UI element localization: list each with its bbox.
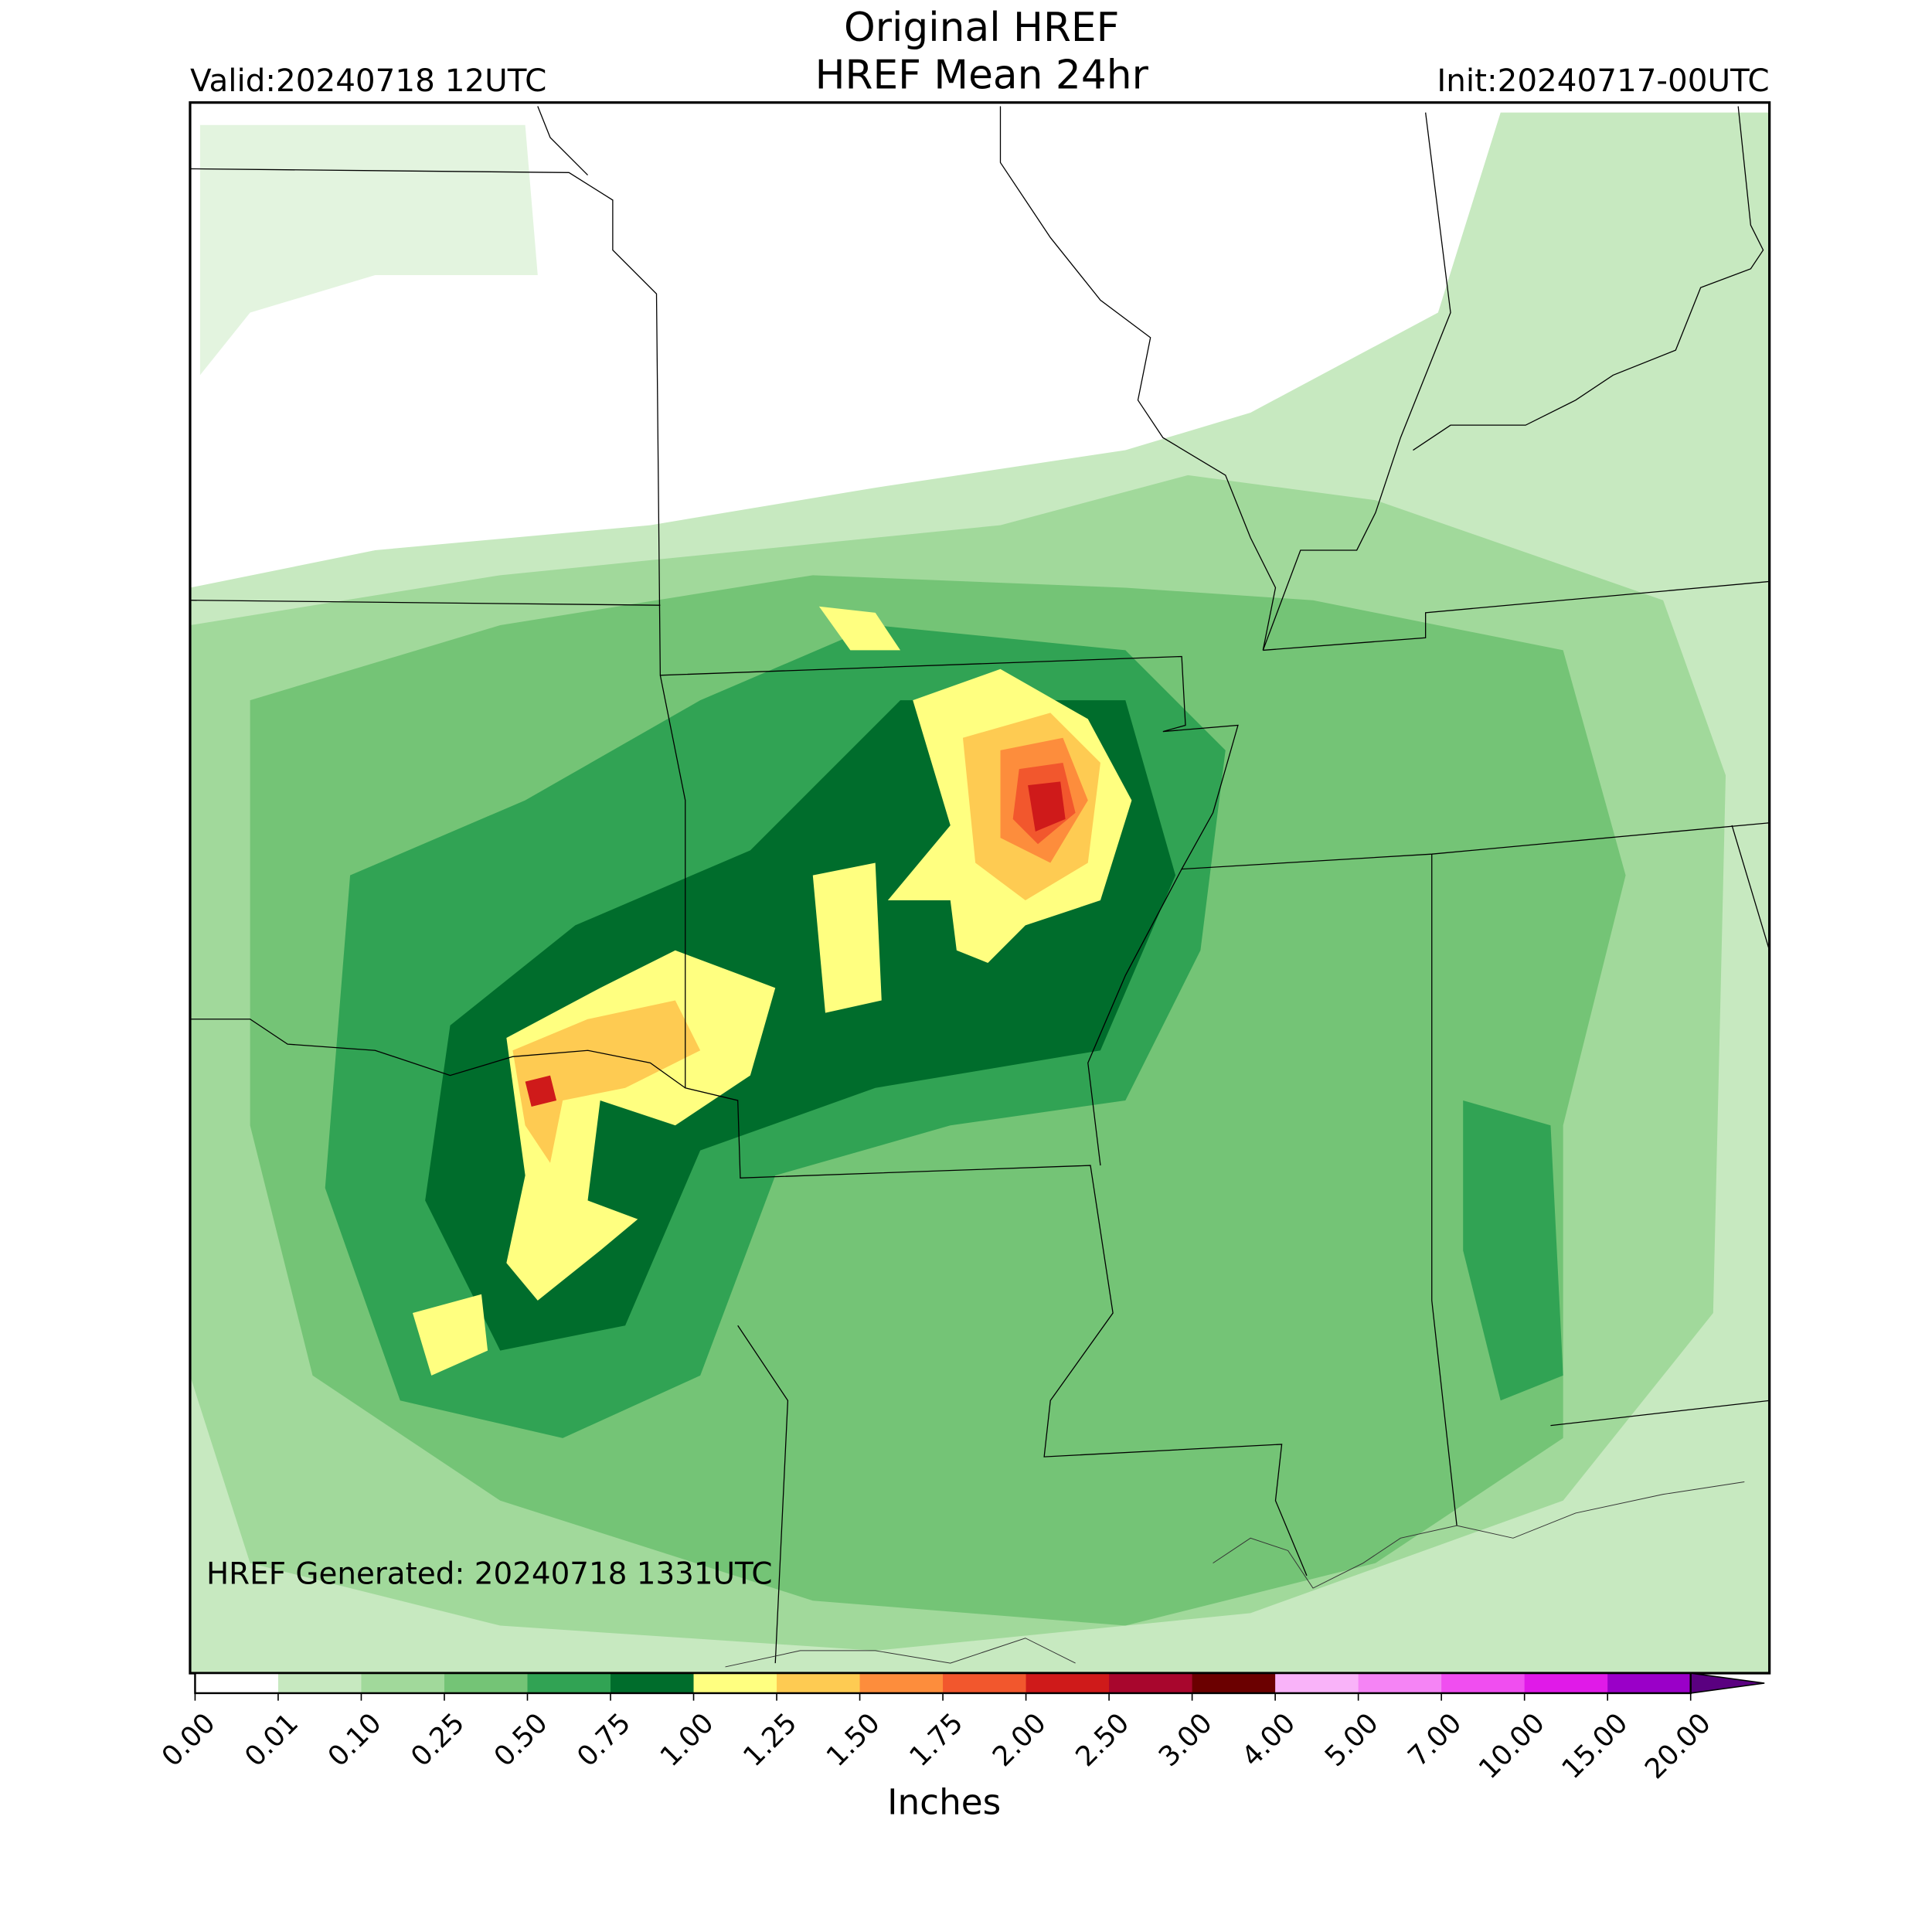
- colorbar-label: Inches: [887, 1781, 1001, 1822]
- colorbar-tick-label: 0.01: [239, 1707, 304, 1773]
- border: [537, 106, 588, 175]
- colorbar: 0.00 0.01 0.10 0.25 0.50 0.75 1.00 1.25 1.50 1.75…: [156, 1672, 1765, 1785]
- precip-area: [1028, 781, 1066, 832]
- colorbar-segment: [859, 1673, 944, 1693]
- colorbar-segment: [1026, 1673, 1110, 1693]
- border: [1431, 854, 1458, 1526]
- generated-note: HREF Generated: 20240718 1331UTC: [206, 1556, 773, 1591]
- colorbar-tick-label: 0.25: [405, 1707, 471, 1773]
- border: [659, 675, 1308, 1577]
- precip-field: [189, 112, 1770, 1674]
- title: Original HREF: [844, 5, 1119, 51]
- border: [737, 1325, 789, 1664]
- state-borders: [189, 106, 1770, 1668]
- precip-area: [412, 1294, 488, 1376]
- colorbar-tick-label: 15.00: [1556, 1707, 1634, 1785]
- colorbar-segment: [1109, 1673, 1193, 1693]
- colorbar-segment: [1275, 1673, 1359, 1693]
- colorbar-segment: [1358, 1673, 1442, 1693]
- border: [1263, 580, 1770, 651]
- colorbar-segment: [361, 1673, 445, 1693]
- colorbar-tick-label: 1.75: [903, 1707, 969, 1773]
- colorbar-tick-label: 2.00: [987, 1707, 1053, 1773]
- precip-area: [525, 1075, 557, 1107]
- colorbar-tick-label: 0.50: [488, 1707, 554, 1773]
- colorbar-tick-label: 2.50: [1070, 1707, 1135, 1773]
- colorbar-tick-label: 0.00: [156, 1707, 222, 1773]
- colorbar-tick-label: 1.50: [821, 1707, 886, 1773]
- colorbar-segment: [943, 1673, 1027, 1693]
- precip-area: [812, 862, 882, 1013]
- colorbar-segment: [444, 1673, 528, 1693]
- colorbar-tick-label: 10.00: [1473, 1707, 1551, 1785]
- border: [1731, 825, 1770, 951]
- colorbar-segment: [195, 1673, 279, 1693]
- colorbar-segment: [693, 1673, 777, 1693]
- init-time: Init:20240717-00UTC: [1437, 62, 1769, 99]
- precip-area: [512, 1000, 701, 1163]
- border: [189, 600, 661, 606]
- border: [1413, 106, 1764, 451]
- colorbar-tick-label: 0.75: [571, 1707, 637, 1773]
- colorbar-tick-label: 3.00: [1153, 1707, 1219, 1773]
- border: [189, 168, 1770, 870]
- colorbar-segment: [611, 1673, 695, 1693]
- colorbar-segment: [1441, 1673, 1526, 1693]
- valid-time: Valid:20240718 12UTC: [190, 62, 546, 99]
- colorbar-segment: [1192, 1673, 1276, 1693]
- border: [1550, 1400, 1770, 1427]
- border: [189, 1019, 686, 1089]
- colorbar-tick-label: 5.00: [1319, 1707, 1385, 1773]
- border: [1087, 869, 1182, 1166]
- coastline: [725, 1481, 1745, 1668]
- colorbar-segment: [1524, 1673, 1608, 1693]
- precip-area: [818, 606, 901, 651]
- colorbar-extension: [1689, 1672, 1765, 1694]
- border: [1262, 112, 1451, 651]
- precip-area: [1463, 1100, 1563, 1401]
- precip-area: [199, 124, 538, 376]
- subtitle: HREF Mean 24hr: [815, 52, 1149, 98]
- colorbar-tick-label: 7.00: [1402, 1707, 1468, 1773]
- colorbar-segment: [1607, 1673, 1692, 1693]
- colorbar-segment: [277, 1673, 362, 1693]
- colorbar-segment: [527, 1673, 611, 1693]
- colorbar-segment: [777, 1673, 861, 1693]
- colorbar-tick-label: 4.00: [1236, 1707, 1301, 1773]
- colorbar-tick-label: 1.00: [655, 1707, 720, 1773]
- border: [999, 106, 1277, 651]
- colorbar-tick-label: 1.25: [737, 1707, 803, 1773]
- colorbar-tick-label: 0.10: [322, 1707, 388, 1773]
- colorbar-tick-label: 20.00: [1639, 1707, 1717, 1785]
